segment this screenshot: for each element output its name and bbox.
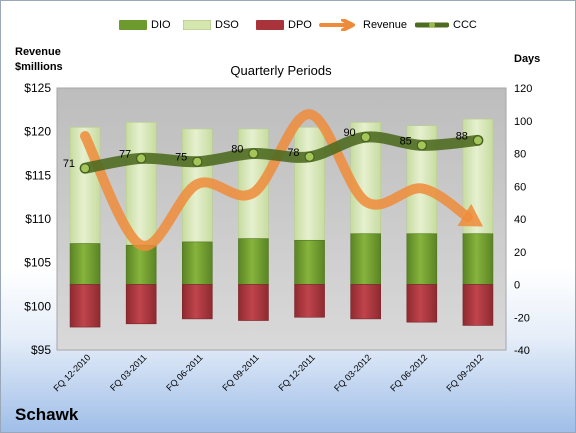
bar-dso: [294, 127, 325, 241]
legend-label-dio: DIO: [151, 19, 171, 31]
left-axis-tick-label: $100: [24, 299, 51, 313]
ccc-marker: [416, 140, 427, 151]
right-axis-tick-label: 0: [514, 280, 520, 292]
legend-item-ccc: CCC: [415, 17, 477, 33]
bar-dio: [350, 233, 381, 285]
left-axis-title-line1: Revenue: [15, 46, 61, 58]
category-label: FQ 06-2011: [164, 352, 205, 393]
bar-dpo: [350, 284, 381, 320]
ccc-marker: [360, 132, 371, 143]
ccc-marker: [192, 156, 203, 167]
plot-title: Quarterly Periods: [230, 63, 332, 78]
category-label: FQ 06-2012: [388, 352, 429, 393]
category-label: FQ 03-2011: [108, 352, 149, 393]
left-axis-tick-label: $115: [25, 168, 51, 182]
ccc-data-label: 75: [175, 152, 187, 164]
legend-label-ccc: CCC: [453, 19, 477, 31]
right-axis-tick-label: 40: [514, 214, 526, 226]
right-axis-tick-label: -40: [514, 345, 530, 357]
ccc-marker: [472, 135, 483, 146]
ccc-data-label: 78: [287, 147, 299, 159]
bar-dpo: [406, 284, 438, 323]
ccc-data-label: 71: [63, 158, 75, 170]
legend-item-dio: DIO: [119, 17, 171, 33]
ccc-marker: [248, 148, 259, 159]
legend-item-dpo: DPO: [256, 17, 312, 33]
bar-dio: [406, 233, 438, 285]
bar-dpo: [294, 284, 325, 318]
bar-dpo: [238, 284, 269, 321]
ccc-data-label: 90: [343, 127, 355, 139]
company-name: Schawk: [15, 405, 79, 424]
right-axis-tick-label: 60: [514, 181, 526, 193]
bar-dio: [238, 238, 269, 285]
ccc-data-label: 80: [231, 144, 243, 156]
left-axis-tick-label: $105: [24, 256, 51, 270]
bar-dio: [294, 239, 325, 285]
category-label: FQ 03-2012: [332, 352, 373, 393]
legend-label-dso: DSO: [215, 19, 239, 31]
ccc-marker: [304, 151, 315, 162]
legend-item-revenue: Revenue: [319, 17, 407, 33]
right-axis-tick-label: 80: [514, 149, 526, 161]
left-axis-tick-label: $125: [24, 81, 51, 95]
right-axis-tick-label: 120: [514, 83, 532, 95]
bar-dio: [69, 243, 101, 285]
legend-label-dpo: DPO: [288, 19, 312, 31]
ccc-data-label: 85: [400, 135, 412, 147]
ccc-marker: [80, 163, 91, 174]
ccc-data-label: 77: [119, 148, 131, 160]
right-axis-title: Days: [514, 53, 541, 65]
left-axis-tick-label: $120: [24, 125, 51, 139]
revenue-line: [80, 109, 473, 251]
ccc-data-label: 88: [456, 130, 468, 142]
left-axis-title: Revenue $millions: [15, 45, 85, 75]
bar-dpo: [125, 284, 157, 325]
legend-item-dso: DSO: [183, 17, 239, 33]
category-label: FQ 12-2011: [276, 352, 317, 393]
revenue-arrowhead: [457, 203, 484, 227]
bar-dio: [125, 244, 157, 285]
right-axis-tick-label: 20: [514, 247, 526, 259]
category-label: FQ 09-2011: [220, 352, 261, 393]
legend-label-revenue: Revenue: [363, 19, 408, 31]
left-axis-tick-label: $110: [25, 212, 51, 226]
bar-dpo: [69, 284, 101, 328]
bar-dpo: [462, 284, 494, 326]
category-label: FQ 12-2010: [51, 352, 92, 393]
bar-dpo: [182, 284, 213, 320]
category-label: FQ 09-2012: [444, 352, 485, 393]
bar-dio: [462, 233, 494, 285]
left-axis-title-line2: $millions: [15, 61, 63, 73]
ccc-marker: [136, 153, 147, 164]
right-axis-tick-label: 100: [514, 116, 532, 128]
bar-dio: [182, 241, 213, 285]
right-axis-tick-label: -20: [514, 312, 530, 324]
left-axis-tick-label: $95: [31, 343, 51, 357]
